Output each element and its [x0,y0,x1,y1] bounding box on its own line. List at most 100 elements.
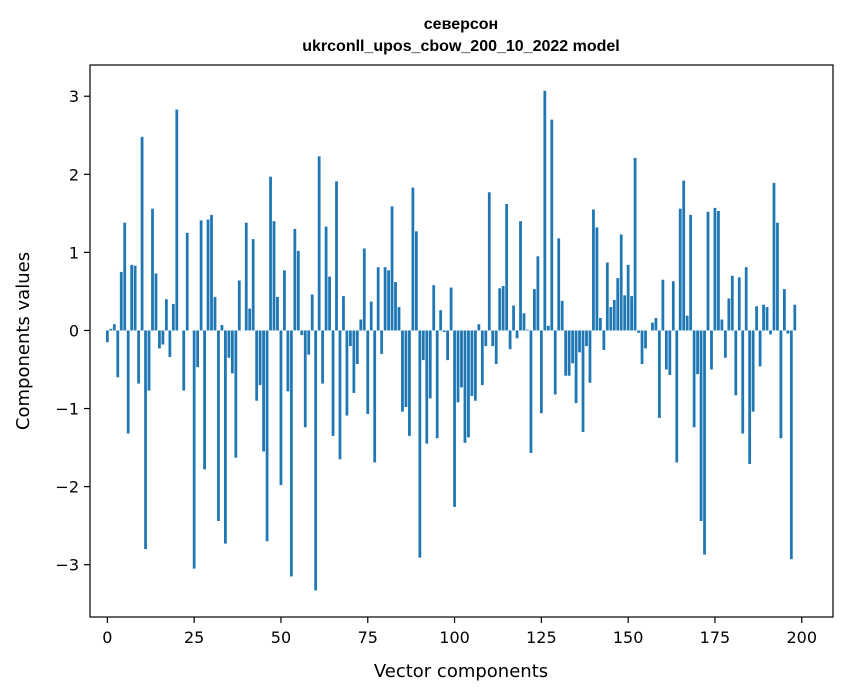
bar [355,330,359,365]
y-tick-label: 2 [69,165,79,184]
bar [682,180,686,331]
bar [571,330,574,364]
x-tick-label: 175 [700,628,731,647]
bar [314,330,318,591]
bar [435,330,439,439]
bar [546,325,550,331]
bar [293,228,297,331]
bar [272,221,276,331]
x-tick-label: 100 [439,628,470,647]
bar [255,330,259,401]
bar [147,330,151,391]
bar [248,308,252,331]
bar [300,330,304,336]
bar [678,208,682,331]
bar [349,330,352,347]
y-axis-label: Components values [13,252,34,430]
bar [192,330,196,569]
bar [456,330,460,403]
bar [793,304,797,331]
bar [123,222,127,331]
bar [442,330,446,333]
bar [362,248,366,331]
y-tick-label: 1 [69,243,79,262]
bar [401,330,404,412]
bar [144,330,147,550]
bar [345,330,349,416]
bar [477,324,481,331]
bar [644,330,647,349]
bar [467,330,470,438]
bar [161,330,165,345]
bar [112,324,116,331]
chart-title: северсон [424,16,498,33]
bar [335,181,338,331]
bar [564,330,568,376]
bar [439,310,443,331]
bar [237,280,241,331]
bar [498,288,502,331]
bar [581,330,585,432]
bar [717,211,720,331]
bar [168,330,172,358]
bar [560,300,564,331]
bar [779,330,783,439]
bar [418,330,422,558]
bar [661,279,665,331]
bar [390,206,394,331]
bar [668,330,672,375]
bar [397,307,401,331]
bar [470,330,474,397]
bar [286,330,290,392]
bar [307,330,311,355]
bar [203,330,206,470]
bar [508,330,512,350]
bar [651,322,654,331]
bar [727,298,731,331]
bar [206,219,210,331]
y-tick-label: −2 [55,478,79,497]
bar [158,330,161,349]
bar [654,317,658,331]
y-tick-label: −3 [55,556,79,575]
bar [703,330,706,555]
x-tick-label: 0 [102,628,112,647]
bar [522,313,526,331]
bar [383,267,387,331]
y-tick-label: 0 [69,321,79,340]
bar [387,270,390,331]
bar [751,330,755,412]
bar [758,330,762,367]
bar [171,303,175,331]
bar [543,90,547,331]
bar [730,275,734,331]
bar [567,330,571,376]
bar [748,330,752,464]
bar [536,256,540,331]
bar [605,262,609,331]
bar [258,330,262,386]
bar [109,328,113,331]
bar [421,330,425,361]
bar [741,330,745,434]
bar [220,324,224,331]
bar [789,330,793,560]
x-axis-label: Vector components [374,661,548,682]
bar [428,330,432,399]
bar [609,307,613,331]
bar [404,330,408,407]
bar [592,209,595,331]
bar [616,278,620,331]
bar [723,330,727,358]
bar [529,330,533,454]
bar [720,319,724,331]
bar [338,330,342,460]
bar [369,301,373,331]
bar [626,264,630,331]
bar [151,208,154,331]
bar [533,289,536,331]
bar [213,296,217,331]
bar [446,330,449,361]
bar [196,330,200,368]
bar [671,281,675,331]
